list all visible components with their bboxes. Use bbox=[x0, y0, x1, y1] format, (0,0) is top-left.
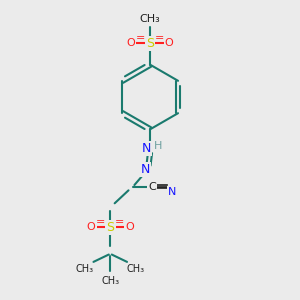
Text: S: S bbox=[146, 37, 154, 50]
Text: N: N bbox=[142, 142, 151, 155]
Text: O: O bbox=[87, 222, 95, 233]
Text: CH₃: CH₃ bbox=[127, 264, 145, 274]
Text: O: O bbox=[125, 222, 134, 233]
Text: CH₃: CH₃ bbox=[101, 276, 119, 286]
Text: C: C bbox=[148, 182, 156, 191]
Text: N: N bbox=[168, 187, 176, 197]
Text: =: = bbox=[136, 33, 145, 43]
Text: S: S bbox=[106, 221, 114, 234]
Text: =: = bbox=[115, 218, 125, 227]
Text: O: O bbox=[127, 38, 135, 48]
Text: O: O bbox=[165, 38, 173, 48]
Text: CH₃: CH₃ bbox=[76, 264, 94, 274]
Text: N: N bbox=[140, 163, 150, 176]
Text: H: H bbox=[154, 141, 162, 151]
Text: =: = bbox=[96, 218, 105, 227]
Text: =: = bbox=[155, 33, 164, 43]
Text: CH₃: CH₃ bbox=[140, 14, 160, 24]
